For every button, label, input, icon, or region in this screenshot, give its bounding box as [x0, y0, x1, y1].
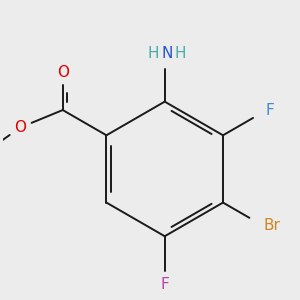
- Text: F: F: [160, 277, 169, 292]
- Text: N: N: [161, 46, 172, 61]
- Text: O: O: [57, 65, 69, 80]
- Text: F: F: [265, 103, 274, 118]
- Text: H: H: [147, 46, 159, 61]
- Text: O: O: [14, 120, 26, 135]
- Text: Br: Br: [263, 218, 280, 233]
- Text: H: H: [175, 46, 186, 61]
